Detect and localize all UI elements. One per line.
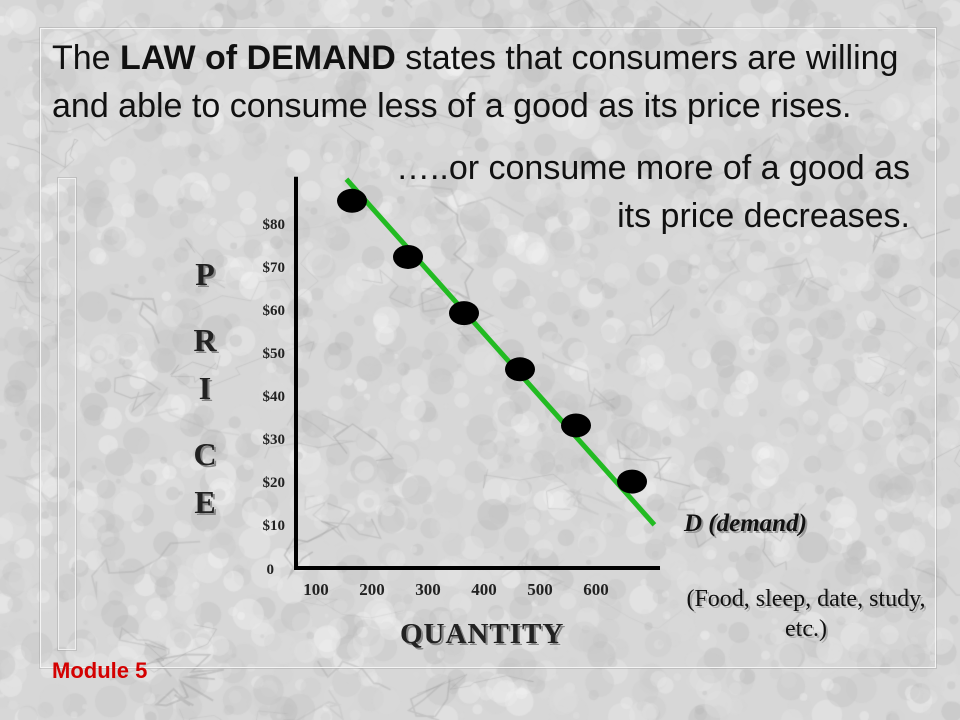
y-tick-label: $20 xyxy=(262,475,286,491)
y-tick-label: $80 xyxy=(262,217,286,233)
y-tick-label: $40 xyxy=(262,389,286,405)
demand-point xyxy=(561,413,591,438)
x-tick-label: 300 xyxy=(415,580,441,599)
slide-side-bar xyxy=(58,178,76,650)
headline: The LAW of DEMAND states that consumers … xyxy=(52,39,899,125)
headline-continuation: …..or consume more of a good as its pric… xyxy=(395,149,910,235)
x-tick-label: 500 xyxy=(527,580,553,599)
demand-point xyxy=(449,301,479,326)
demand-curve-line xyxy=(344,177,657,527)
y-tick-label: $30 xyxy=(262,432,286,448)
y-axis-title-letter: P xyxy=(195,256,215,292)
y-axis-title-letter: I xyxy=(198,370,212,406)
x-axis-title: QUANTITY xyxy=(400,618,565,650)
y-axis-title-letter: C xyxy=(193,436,217,472)
y-tick-label: $10 xyxy=(262,518,286,534)
x-tick-label: 100 xyxy=(303,580,329,599)
slide-frame xyxy=(40,28,936,668)
x-tick-label: 400 xyxy=(471,580,497,599)
y-tick-label: $50 xyxy=(262,346,286,362)
y-tick-label: 0 xyxy=(266,562,275,578)
x-tick-label: 600 xyxy=(583,580,609,599)
y-axis-title-letter: E xyxy=(194,484,216,520)
y-axis-title-letter: R xyxy=(193,322,217,358)
demand-curve-label: D (demand) xyxy=(684,510,807,537)
demand-point xyxy=(505,357,535,382)
y-tick-label: $70 xyxy=(262,260,286,276)
examples-annotation: (Food, sleep, date, study, etc.) xyxy=(686,586,926,642)
demand-point xyxy=(393,244,423,269)
demand-point xyxy=(617,469,647,494)
demand-points xyxy=(337,188,647,494)
law-of-demand-term: LAW of DEMAND xyxy=(120,39,396,77)
x-tick-label: 200 xyxy=(359,580,385,599)
module-label: Module 5 xyxy=(52,658,148,683)
y-tick-label: $60 xyxy=(262,303,286,319)
demand-point xyxy=(337,188,367,213)
